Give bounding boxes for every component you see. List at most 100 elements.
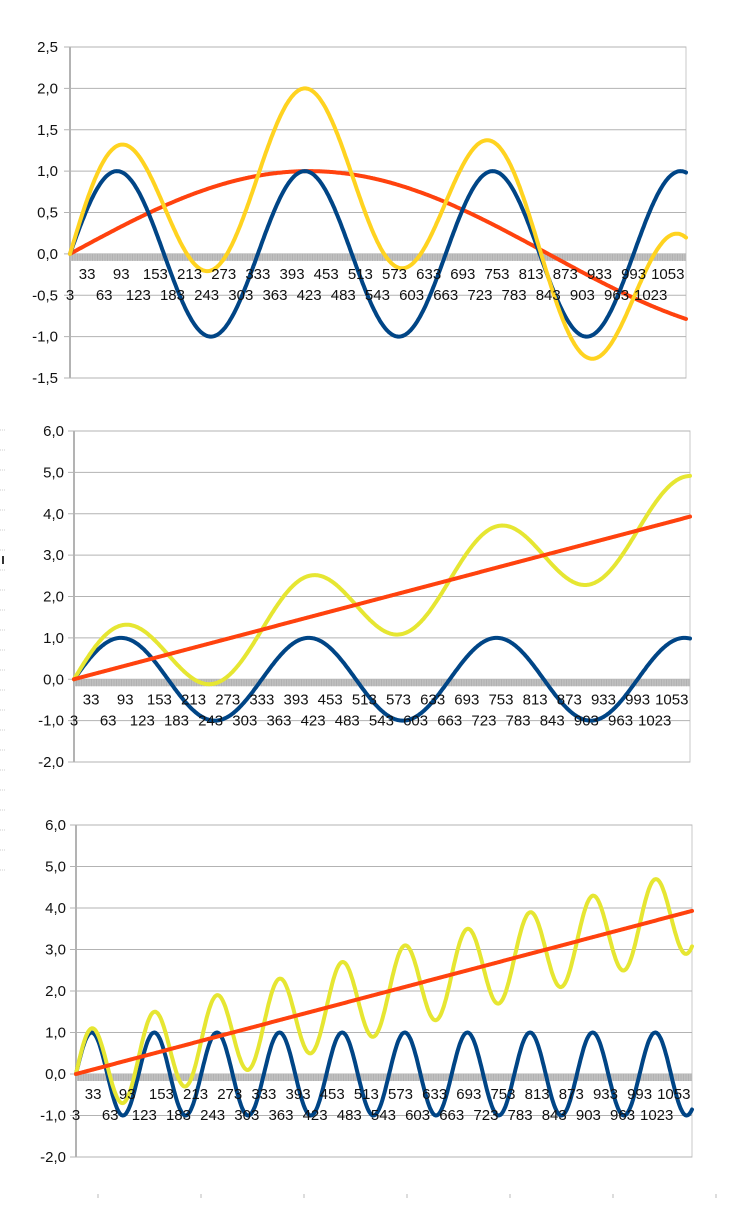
x-tick-label: 723 bbox=[473, 1107, 498, 1124]
x-tick-label: 3 bbox=[70, 712, 78, 729]
x-tick-label: 243 bbox=[194, 287, 219, 304]
x-tick-label: 663 bbox=[433, 287, 458, 304]
x-tick-label: 513 bbox=[348, 266, 373, 283]
y-tick-label: 0,0 bbox=[43, 671, 64, 688]
x-tick-label: 3 bbox=[72, 1107, 80, 1124]
series-line-blue bbox=[74, 1030, 694, 1118]
y-tick-label: 4,0 bbox=[45, 900, 66, 917]
y-tick-label: 2,5 bbox=[37, 39, 58, 56]
x-tick-label: 213 bbox=[177, 266, 202, 283]
y-tick-label: -2,0 bbox=[38, 754, 64, 771]
x-tick-label: 813 bbox=[519, 266, 544, 283]
x-tick-label: 1023 bbox=[634, 287, 667, 304]
x-tick-label: 333 bbox=[249, 691, 274, 708]
x-tick-label: 333 bbox=[245, 266, 270, 283]
x-tick-label: 123 bbox=[126, 287, 151, 304]
x-tick-label: 213 bbox=[183, 1086, 208, 1103]
x-tick-label: 1053 bbox=[651, 266, 684, 283]
x-tick-label: 1023 bbox=[638, 712, 671, 729]
series-line-blue bbox=[68, 169, 688, 339]
x-axis bbox=[76, 1074, 692, 1081]
x-tick-label: 723 bbox=[471, 712, 496, 729]
x-tick-label: 63 bbox=[102, 1107, 119, 1124]
x-tick-label: 333 bbox=[251, 1086, 276, 1103]
x-tick-label: 513 bbox=[354, 1086, 379, 1103]
x-tick-label: 693 bbox=[454, 691, 479, 708]
x-axis bbox=[70, 253, 686, 261]
chart-1: -1,5-1,0-0,50,00,51,01,52,02,533 93 153 213… bbox=[32, 39, 688, 387]
x-tick-label: 483 bbox=[337, 1107, 362, 1124]
y-tick-label: -1,0 bbox=[32, 329, 58, 346]
x-tick-label: 963 bbox=[610, 1107, 635, 1124]
x-tick-label: 453 bbox=[314, 266, 339, 283]
x-tick-label: 543 bbox=[369, 712, 394, 729]
x-tick-label: 33 bbox=[79, 266, 96, 283]
x-tick-label: 363 bbox=[268, 1107, 293, 1124]
x-tick-label: 393 bbox=[280, 266, 305, 283]
x-tick-label: 843 bbox=[536, 287, 561, 304]
y-tick-label: 2,0 bbox=[37, 80, 58, 97]
x-tick-label: 963 bbox=[604, 287, 629, 304]
x-tick-label: 873 bbox=[557, 691, 582, 708]
x-tick-label: 813 bbox=[523, 691, 548, 708]
x-tick-label: 933 bbox=[591, 691, 616, 708]
x-axis bbox=[74, 679, 690, 687]
y-tick-label: 0,0 bbox=[37, 246, 58, 263]
x-tick-label: 303 bbox=[228, 287, 253, 304]
x-tick-label: 93 bbox=[119, 1086, 136, 1103]
y-tick-label: 4,0 bbox=[43, 506, 64, 523]
x-tick-label: 3 bbox=[66, 287, 74, 304]
x-tick-label: 153 bbox=[149, 1086, 174, 1103]
y-tick-label: -1,0 bbox=[38, 713, 64, 730]
x-tick-label: 183 bbox=[164, 712, 189, 729]
x-tick-label: 933 bbox=[593, 1086, 618, 1103]
x-tick-label: 993 bbox=[625, 691, 650, 708]
x-tick-label: 453 bbox=[318, 691, 343, 708]
y-tick-label: -1,0 bbox=[40, 1108, 66, 1125]
x-tick-label: 153 bbox=[143, 266, 168, 283]
x-tick-label: 633 bbox=[420, 691, 445, 708]
x-tick-label: 243 bbox=[200, 1107, 225, 1124]
x-tick-label: 543 bbox=[371, 1107, 396, 1124]
x-tick-label: 693 bbox=[450, 266, 475, 283]
y-tick-label: -2,0 bbox=[40, 1149, 66, 1166]
x-tick-label: 723 bbox=[467, 287, 492, 304]
chart-3: -2,0-1,00,01,02,03,04,05,06,033 93 153 213 2… bbox=[40, 817, 694, 1166]
x-tick-label: 483 bbox=[335, 712, 360, 729]
x-tick-label: 753 bbox=[484, 266, 509, 283]
series-line-yellow bbox=[68, 86, 688, 361]
y-tick-label: 5,0 bbox=[45, 859, 66, 876]
y-tick-label: 2,0 bbox=[43, 589, 64, 606]
x-tick-label: 633 bbox=[422, 1086, 447, 1103]
y-tick-label: 6,0 bbox=[43, 423, 64, 440]
x-tick-label: 93 bbox=[117, 691, 134, 708]
series-line-red bbox=[72, 514, 692, 682]
x-tick-label: 423 bbox=[303, 1107, 328, 1124]
series-line-yellow bbox=[72, 473, 692, 687]
x-tick-label: 603 bbox=[399, 287, 424, 304]
chart-2: -2,0-1,00,01,02,03,04,05,06,033 93 153 213 2… bbox=[38, 423, 692, 771]
x-tick-label: 963 bbox=[608, 712, 633, 729]
x-tick-label: 603 bbox=[405, 1107, 430, 1124]
x-tick-label: 1053 bbox=[657, 1086, 690, 1103]
x-tick-label: 273 bbox=[215, 691, 240, 708]
x-tick-label: 753 bbox=[490, 1086, 515, 1103]
y-tick-label: -0,5 bbox=[32, 287, 58, 304]
x-tick-label: 873 bbox=[559, 1086, 584, 1103]
x-tick-label: 33 bbox=[85, 1086, 102, 1103]
x-tick-label: 153 bbox=[147, 691, 172, 708]
y-tick-label: 1,0 bbox=[43, 630, 64, 647]
series-line-red bbox=[68, 169, 688, 321]
series-line-yellow bbox=[74, 877, 694, 1106]
series-line-red bbox=[74, 908, 694, 1076]
y-tick-label: 3,0 bbox=[43, 547, 64, 564]
x-tick-label: 423 bbox=[301, 712, 326, 729]
x-tick-label: 363 bbox=[266, 712, 291, 729]
x-tick-label: 1023 bbox=[640, 1107, 673, 1124]
x-tick-label: 603 bbox=[403, 712, 428, 729]
x-tick-label: 873 bbox=[553, 266, 578, 283]
x-tick-label: 93 bbox=[113, 266, 130, 283]
x-tick-label: 693 bbox=[456, 1086, 481, 1103]
x-tick-label: 453 bbox=[320, 1086, 345, 1103]
